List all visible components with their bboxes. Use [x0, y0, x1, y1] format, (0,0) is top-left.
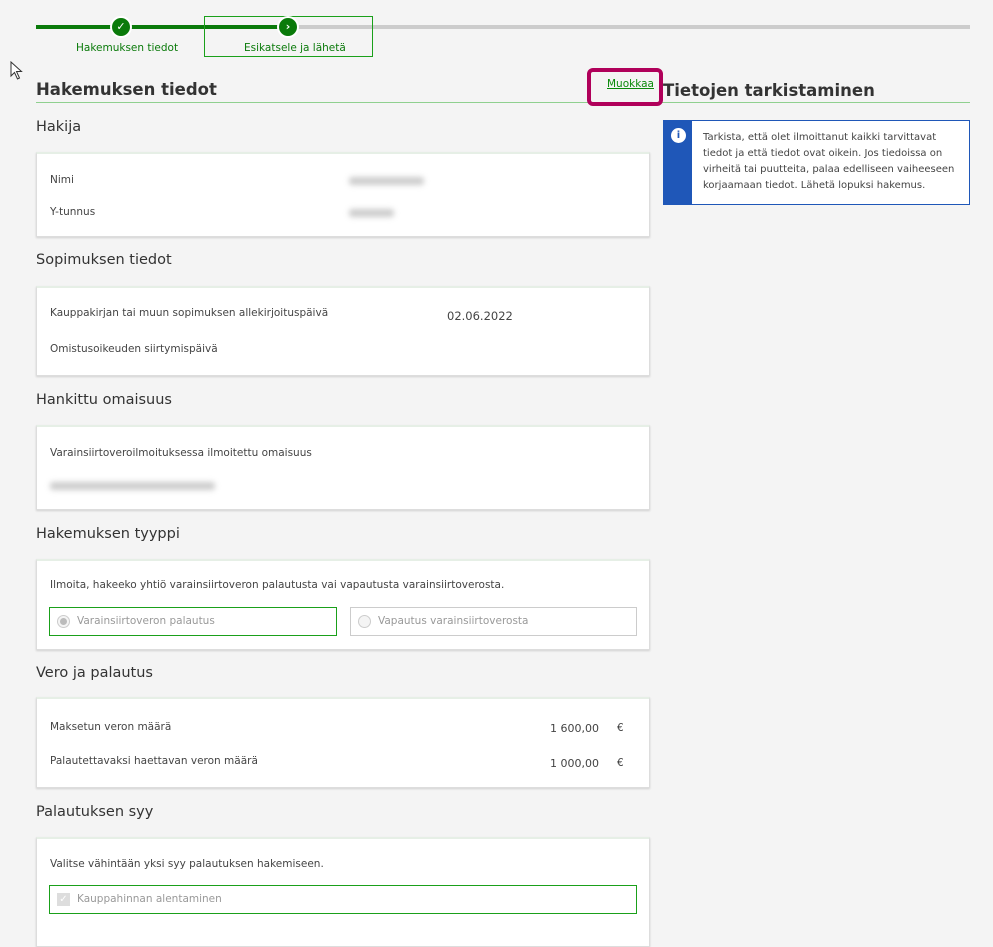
- progress-line-done: [36, 25, 288, 29]
- property-label: Varainsiirtoveroilmoituksessa ilmoitettu…: [50, 447, 312, 459]
- chevron-right-icon: ›: [277, 16, 299, 38]
- signing-date-value: 02.06.2022: [447, 309, 513, 323]
- page-title: Hakemuksen tiedot: [36, 80, 217, 99]
- type-question: Ilmoita, hakeeko yhtiö varainsiirtoveron…: [50, 579, 505, 591]
- property-card: Varainsiirtoveroilmoituksessa ilmoitettu…: [36, 425, 650, 510]
- refund-tax-value: 1 000,00: [550, 757, 599, 770]
- section-title: Vero ja palautus: [36, 665, 153, 681]
- business-id-label: Y-tunnus: [50, 206, 96, 218]
- currency-unit: €: [617, 757, 624, 769]
- radio-refund[interactable]: Varainsiirtoveron palautus: [49, 607, 337, 636]
- business-id-value-redacted: [349, 209, 394, 217]
- info-box: i Tarkista, että olet ilmoittanut kaikki…: [663, 120, 970, 205]
- section-title: Palautuksen syy: [36, 804, 154, 820]
- tax-card: Maksetun veron määrä 1 600,00 € Palautet…: [36, 697, 650, 788]
- check-icon: ✓: [110, 16, 132, 38]
- transfer-date-label: Omistusoikeuden siirtymispäivä: [50, 343, 218, 355]
- contract-card: Kauppakirjan tai muun sopimuksen allekir…: [36, 286, 650, 376]
- mouse-cursor-icon: [10, 61, 23, 80]
- reason-card: Valitse vähintään yksi syy palautuksen h…: [36, 837, 650, 947]
- checkbox-price-reduction[interactable]: ✓ Kauppahinnan alentaminen: [49, 885, 637, 914]
- info-text: Tarkista, että olet ilmoittanut kaikki t…: [703, 132, 955, 191]
- refund-tax-label: Palautettavaksi haettavan veron määrä: [50, 755, 258, 767]
- checkbox-icon: ✓: [57, 893, 70, 906]
- radio-label: Vapautus varainsiirtoverosta: [378, 615, 529, 627]
- paid-tax-value: 1 600,00: [550, 722, 599, 735]
- step-1-label[interactable]: Hakemuksen tiedot: [76, 42, 179, 54]
- name-value-redacted: [349, 177, 424, 185]
- section-title: Hakija: [36, 119, 82, 135]
- applicant-card: Nimi Y-tunnus: [36, 152, 650, 237]
- property-value-redacted: [50, 482, 215, 490]
- section-title: Hakemuksen tyyppi: [36, 526, 180, 542]
- info-icon: i: [671, 128, 686, 143]
- paid-tax-label: Maksetun veron määrä: [50, 721, 172, 733]
- radio-icon: [358, 615, 371, 628]
- section-title: Sopimuksen tiedot: [36, 252, 172, 268]
- type-card: Ilmoita, hakeeko yhtiö varainsiirtoveron…: [36, 559, 650, 650]
- checkbox-label: Kauppahinnan alentaminen: [77, 893, 222, 905]
- section-title: Hankittu omaisuus: [36, 392, 172, 408]
- radio-exemption[interactable]: Vapautus varainsiirtoverosta: [350, 607, 637, 636]
- divider: [36, 102, 970, 103]
- step-2-label[interactable]: Esikatsele ja lähetä: [244, 42, 346, 54]
- signing-date-label: Kauppakirjan tai muun sopimuksen allekir…: [50, 307, 329, 319]
- radio-icon: [57, 615, 70, 628]
- edit-link[interactable]: Muokkaa: [607, 78, 654, 90]
- name-label: Nimi: [50, 174, 74, 186]
- edit-link-highlight: [587, 68, 663, 106]
- currency-unit: €: [617, 722, 624, 734]
- side-title: Tietojen tarkistaminen: [663, 81, 875, 100]
- radio-label: Varainsiirtoveron palautus: [77, 615, 215, 627]
- progress-line-remaining: [288, 25, 970, 29]
- reason-instruction: Valitse vähintään yksi syy palautuksen h…: [50, 858, 324, 870]
